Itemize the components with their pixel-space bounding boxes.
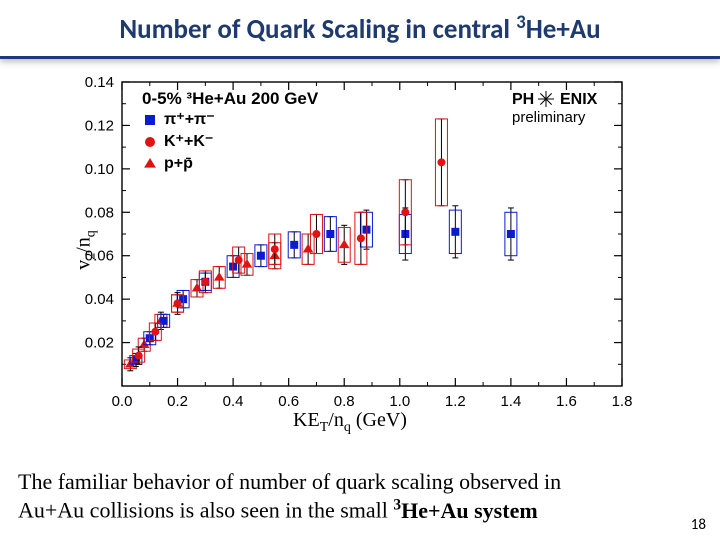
- svg-text:0.08: 0.08: [85, 204, 114, 221]
- chart-svg: 0.0 0.2 0.4 0.6 0.8 1.0 1.2 1.4 1.6 1.8 0.02 0.04 0.…: [60, 70, 640, 430]
- svg-text:ENIX: ENIX: [560, 91, 598, 108]
- svg-text:K⁺+K⁻: K⁺+K⁻: [164, 133, 213, 150]
- slide-title: Number of Quark Scaling in central 3He+A…: [119, 11, 600, 46]
- svg-text:0.2: 0.2: [167, 393, 188, 410]
- svg-text:1.4: 1.4: [500, 393, 521, 410]
- svg-text:0.12: 0.12: [85, 117, 114, 134]
- svg-text:PH: PH: [512, 91, 534, 108]
- caption-line2-post: He+Au system: [401, 498, 538, 523]
- y-axis-label: v2/nq: [72, 230, 99, 270]
- slide-title-bar: Number of Quark Scaling in central 3He+A…: [0, 0, 720, 59]
- svg-text:0.6: 0.6: [278, 393, 299, 410]
- svg-text:0-5% ³He+Au 200 GeV: 0-5% ³He+Au 200 GeV: [142, 89, 319, 108]
- x-axis-label: KET/nq (GeV): [293, 409, 407, 436]
- svg-text:1.6: 1.6: [556, 393, 577, 410]
- page-number: 18: [691, 516, 706, 534]
- svg-text:0.0: 0.0: [112, 393, 133, 410]
- svg-text:0.14: 0.14: [85, 74, 114, 91]
- svg-text:p+p̄: p+p̄: [164, 155, 193, 172]
- title-post: He+Au: [526, 13, 601, 46]
- svg-text:0.10: 0.10: [85, 161, 114, 178]
- svg-text:0.04: 0.04: [85, 291, 114, 308]
- svg-text:1.8: 1.8: [612, 393, 633, 410]
- caption-line2-pre: Au+Au collisions is also seen in the sma…: [18, 498, 393, 523]
- slide-caption: The familiar behavior of number of quark…: [18, 468, 702, 524]
- svg-text:π⁺+π⁻: π⁺+π⁻: [164, 111, 215, 128]
- svg-text:preliminary: preliminary: [512, 109, 586, 126]
- svg-text:1.0: 1.0: [389, 393, 410, 410]
- quark-scaling-chart: v2/nq 0.0 0.2 0.4 0.6 0.8 1.0 1.2 1.4 1.6 1.8 0.02…: [60, 70, 640, 430]
- svg-text:1.2: 1.2: [445, 393, 466, 410]
- caption-line2-sup: 3: [393, 496, 401, 513]
- svg-text:0.4: 0.4: [223, 393, 244, 410]
- svg-text:0.02: 0.02: [85, 335, 114, 352]
- caption-line1: The familiar behavior of number of quark…: [18, 469, 561, 494]
- title-pre: Number of Quark Scaling in central: [119, 13, 516, 46]
- title-sup: 3: [516, 11, 526, 34]
- svg-text:0.8: 0.8: [334, 393, 355, 410]
